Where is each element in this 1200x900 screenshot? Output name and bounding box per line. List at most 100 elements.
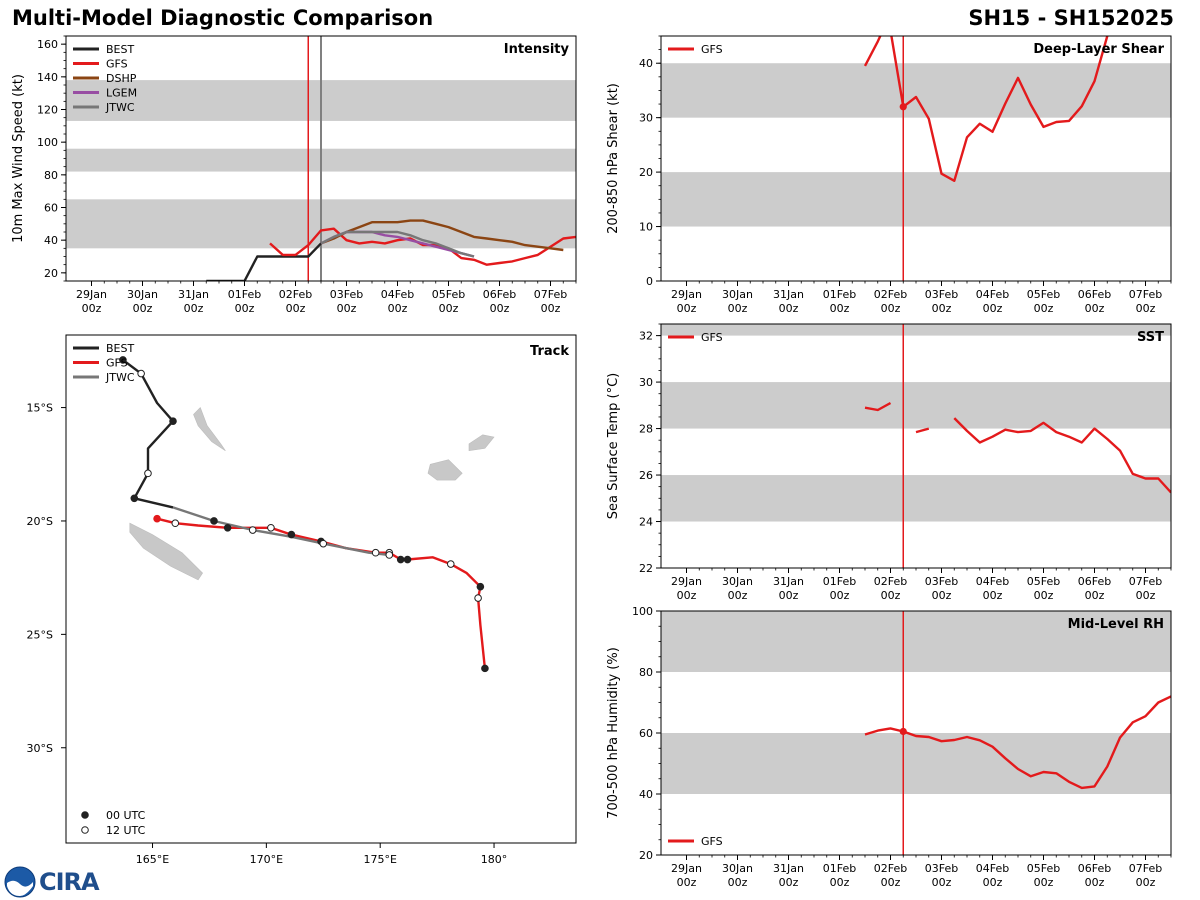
track-point-00utc xyxy=(223,523,232,532)
x-tick-label-hour: 00z xyxy=(1085,589,1105,602)
track-point-00utc xyxy=(169,417,177,425)
x-tick-label-hour: 00z xyxy=(779,589,799,602)
x-tick-label: 170°E xyxy=(250,853,283,866)
x-tick-label-hour: 00z xyxy=(133,302,153,315)
x-tick-label-hour: 00z xyxy=(830,302,850,315)
series-gfs-2 xyxy=(953,417,1171,494)
x-tick-label-hour: 00z xyxy=(235,302,255,315)
y-axis-label: 10m Max Wind Speed (kt) xyxy=(11,74,26,243)
marker-legend-label: 12 UTC xyxy=(106,824,146,837)
x-tick-label-hour: 00z xyxy=(82,302,102,315)
y-tick-label: 20°S xyxy=(27,515,53,528)
panel-title: Intensity xyxy=(504,42,570,57)
x-tick-label: 06Feb xyxy=(1078,288,1111,301)
x-tick-label-hour: 00z xyxy=(1085,876,1105,889)
x-tick-label: 06Feb xyxy=(483,288,516,301)
y-tick-label: 24 xyxy=(639,516,653,529)
y-tick-label: 25°S xyxy=(27,628,53,641)
series-dshp-2 xyxy=(320,219,564,252)
island-new-caledonia xyxy=(129,522,203,581)
track-point-12utc xyxy=(474,594,482,602)
x-tick-label: 29Jan xyxy=(671,575,702,588)
panel-title: Deep-Layer Shear xyxy=(1033,42,1164,57)
x-tick-label: 05Feb xyxy=(1027,575,1060,588)
legend-label-lgem: LGEM xyxy=(106,87,137,100)
x-tick-label: 05Feb xyxy=(432,288,465,301)
legend-label-dshp: DSHP xyxy=(106,72,137,85)
x-tick-label: 30Jan xyxy=(127,288,158,301)
x-tick-label-hour: 00z xyxy=(677,589,697,602)
y-axis-label: 200-850 hPa Shear (kt) xyxy=(606,83,621,234)
x-tick-label-hour: 00z xyxy=(932,589,952,602)
x-tick-label: 01Feb xyxy=(823,288,856,301)
track-point-12utc xyxy=(267,523,275,532)
y-tick-label: 40 xyxy=(639,788,653,801)
x-tick-label-hour: 00z xyxy=(1034,302,1054,315)
x-tick-label: 06Feb xyxy=(1078,575,1111,588)
x-tick-label-hour: 00z xyxy=(830,876,850,889)
x-tick-label-hour: 00z xyxy=(337,302,357,315)
track-point-00utc xyxy=(210,517,218,525)
panel-title: Track xyxy=(530,344,569,359)
y-tick-label: 10 xyxy=(639,221,653,234)
sst-panel: 29Jan00z30Jan00z31Jan00z01Feb00z02Feb00z… xyxy=(606,323,1172,602)
x-tick-label-hour: 00z xyxy=(932,302,952,315)
x-tick-label: 05Feb xyxy=(1027,862,1060,875)
island-viti-levu xyxy=(427,459,463,481)
legend-label-best: BEST xyxy=(106,43,134,56)
band-0 xyxy=(661,733,1171,794)
x-tick-label-hour: 00z xyxy=(677,876,697,889)
x-tick-label-hour: 00z xyxy=(830,589,850,602)
x-tick-label: 30Jan xyxy=(722,575,753,588)
y-tick-label: 20 xyxy=(639,166,653,179)
x-tick-label: 07Feb xyxy=(1129,862,1162,875)
series-gfs-1 xyxy=(915,427,930,434)
x-tick-label: 03Feb xyxy=(925,575,958,588)
x-tick-label: 04Feb xyxy=(381,288,414,301)
x-tick-label: 31Jan xyxy=(178,288,209,301)
series-group xyxy=(864,401,1171,494)
x-tick-label-hour: 00z xyxy=(541,302,561,315)
x-tick-label-hour: 00z xyxy=(881,302,901,315)
y-tick-label: 100 xyxy=(632,605,653,618)
x-tick-label: 180° xyxy=(481,853,508,866)
y-tick-label: 120 xyxy=(37,104,58,117)
y-tick-label: 140 xyxy=(37,71,58,84)
analysis-marker xyxy=(899,103,907,111)
x-tick-label-hour: 00z xyxy=(286,302,306,315)
x-tick-label: 29Jan xyxy=(671,862,702,875)
island-vanua-levu xyxy=(468,434,495,452)
x-tick-label-hour: 00z xyxy=(388,302,408,315)
x-tick-label-hour: 00z xyxy=(439,302,459,315)
track-point-00utc xyxy=(476,582,485,591)
island-vanuatu xyxy=(193,407,226,451)
track-point-12utc xyxy=(144,469,152,478)
x-tick-label-hour: 00z xyxy=(1136,876,1156,889)
marker-legend-12utc xyxy=(81,826,89,834)
track-point-12utc xyxy=(371,548,380,557)
x-tick-label: 03Feb xyxy=(330,288,363,301)
x-tick-label-hour: 00z xyxy=(728,589,748,602)
x-tick-label: 03Feb xyxy=(925,862,958,875)
track-point-12utc xyxy=(319,539,328,548)
y-tick-label: 60 xyxy=(639,727,653,740)
intensity-panel: 29Jan00z30Jan00z31Jan00z01Feb00z02Feb00z… xyxy=(11,35,577,315)
x-tick-label: 29Jan xyxy=(671,288,702,301)
plot-frame xyxy=(65,334,577,844)
y-tick-label: 30 xyxy=(639,112,653,125)
y-tick-label: 100 xyxy=(37,136,58,149)
y-tick-label: 80 xyxy=(639,666,653,679)
x-tick-label: 31Jan xyxy=(773,862,804,875)
y-tick-label: 40 xyxy=(44,234,58,247)
x-tick-label-hour: 00z xyxy=(1034,589,1054,602)
track-point-12utc xyxy=(171,519,180,528)
series-gfs-0 xyxy=(863,36,1109,183)
x-tick-label: 07Feb xyxy=(1129,575,1162,588)
plot-frame xyxy=(660,323,1172,569)
track-point-12utc xyxy=(446,560,455,568)
x-tick-label: 04Feb xyxy=(976,575,1009,588)
x-tick-label: 29Jan xyxy=(76,288,107,301)
track-point-00utc xyxy=(153,514,161,523)
series-gfs-1 xyxy=(269,227,576,266)
